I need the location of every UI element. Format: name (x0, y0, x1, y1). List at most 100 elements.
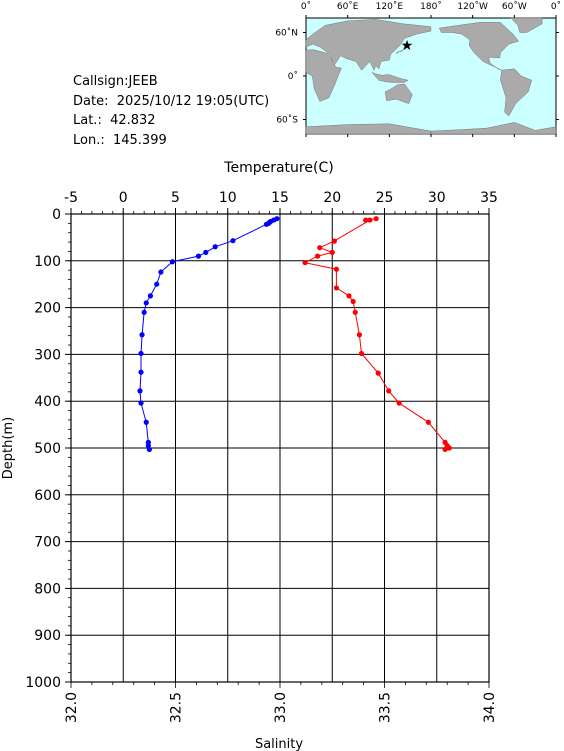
callsign-text: Callsign:JEEB (73, 74, 158, 89)
eurasia-land (305, 19, 432, 71)
south-america-land (500, 68, 533, 117)
depth-tick-label: 1000 (25, 675, 61, 691)
indonesia-land (371, 72, 409, 83)
temperature-point (195, 253, 202, 259)
map-lat-label: 60˚N (275, 28, 298, 39)
depth-tick-label: 700 (34, 535, 61, 551)
temperature-point (139, 332, 145, 338)
salinity-point (442, 446, 448, 453)
salinity-point (333, 266, 340, 272)
map-lon-label: 60˚E (337, 1, 359, 12)
temperature-tick-labels: -5 0 5 10 15 20 25 30 35 (64, 190, 498, 206)
temperature-point (138, 350, 144, 357)
salinity-tick-label: 33.0 (273, 692, 289, 723)
temperature-tick-label: 25 (376, 190, 394, 206)
salinity-point (333, 285, 340, 291)
map-grid (303, 15, 559, 137)
map-lon-labels: 0˚ 60˚E 120˚E 180˚ 120˚W 60˚W 0˚ (301, 1, 561, 12)
world-map: 0˚ 60˚E 120˚E 180˚ 120˚W 60˚W 0˚ 60˚N 0˚ 60˚S ★ (275, 1, 561, 137)
salinity-tick-label: 34.0 (482, 692, 498, 723)
temperature-tick-label: -5 (64, 190, 78, 206)
temperature-point (137, 388, 143, 394)
temperature-tick-label: 15 (271, 190, 289, 206)
map-lon-label: 0˚ (551, 1, 561, 12)
depth-tick-label: 600 (34, 488, 61, 504)
temperature-tick-label: 10 (219, 190, 237, 206)
salinity-point (367, 217, 373, 223)
depth-tick-label: 900 (34, 628, 61, 644)
map-lat-label: 60˚S (276, 115, 298, 126)
temperature-point (230, 238, 236, 244)
date-text: Date: 2025/10/12 19:05(UTC) (73, 93, 270, 109)
salinity-point (317, 245, 323, 251)
depth-tick-label: 0 (52, 207, 61, 223)
temperature-axis-label: Temperature(C) (223, 160, 333, 176)
temperature-point (138, 369, 144, 375)
salinity-point (373, 216, 379, 222)
star-icon: ★ (401, 38, 414, 54)
temperature-point (154, 281, 160, 287)
temperature-point (143, 419, 149, 425)
depth-tick-label: 200 (34, 301, 61, 317)
temperature-point (141, 309, 147, 315)
salinity-point (331, 238, 337, 244)
salinity-point (302, 260, 308, 266)
salinity-tick-label: 33.5 (378, 692, 394, 723)
depth-tick-label: 100 (34, 254, 61, 270)
temperature-point (138, 400, 144, 406)
salinity-point (425, 419, 431, 425)
temperature-point (143, 300, 149, 306)
salinity-tick-label: 32.0 (64, 692, 80, 723)
depth-tick-label: 800 (34, 581, 61, 597)
lat-text: Lat.: 42.832 (73, 113, 156, 128)
temperature-point (169, 259, 175, 265)
temperature-profile-line (139, 218, 278, 450)
salinity-point (356, 332, 363, 338)
salinity-point (346, 293, 352, 299)
temperature-tick-label: 30 (428, 190, 446, 206)
station-info: Callsign:JEEB Date: 2025/10/12 19:05(UTC… (73, 72, 269, 150)
salinity-point (350, 298, 356, 305)
salinity-point (396, 400, 402, 406)
map-lon-label: 60˚W (502, 1, 527, 12)
temperature-point (263, 221, 270, 227)
salinity-profile-line (303, 218, 451, 450)
japan-land (395, 43, 408, 55)
map-lon-label: 180˚ (420, 1, 442, 12)
depth-tick-label: 500 (34, 441, 61, 457)
depth-axis-label: Depth(m) (1, 417, 16, 479)
depth-tick-label: 300 (34, 347, 61, 363)
salinity-point (358, 350, 365, 357)
map-lon-label: 120˚W (457, 1, 488, 12)
salinity-point (375, 370, 381, 376)
temperature-point (212, 244, 218, 250)
temperature-point (147, 293, 154, 299)
plot-frame (70, 213, 490, 683)
temperature-point (146, 446, 152, 453)
greenland-land (510, 17, 543, 33)
salinity-axis-label: Salinity (255, 737, 303, 751)
salinity-tick-label: 32.5 (169, 692, 185, 723)
chart-grid (71, 214, 489, 682)
temperature-tick-label: 0 (119, 190, 128, 206)
australia-land (384, 83, 413, 104)
africa-land (305, 49, 342, 102)
north-america-land (438, 22, 519, 71)
salinity-point (363, 217, 369, 223)
lon-text: Lon.: 145.399 (73, 132, 167, 148)
temperature-tick-label: 35 (480, 190, 498, 206)
salinity-point (329, 249, 335, 255)
map-lat-label: 0˚ (288, 71, 298, 82)
temperature-point (203, 249, 209, 255)
depth-tick-labels: 0 100 200 300 400 500 600 700 800 900 1000 (25, 207, 61, 691)
salinity-tick-labels: 32.0 32.5 33.0 33.5 34.0 (64, 692, 498, 723)
salinity-point (315, 253, 321, 259)
map-lat-labels: 60˚N 0˚ 60˚S (275, 28, 298, 126)
salinity-point (352, 309, 358, 315)
map-lon-label: 120˚E (376, 1, 404, 12)
temperature-tick-label: 20 (323, 190, 341, 206)
series-layer (137, 216, 452, 453)
salinity-point (446, 445, 452, 451)
map-lon-label: 0˚ (301, 1, 311, 12)
